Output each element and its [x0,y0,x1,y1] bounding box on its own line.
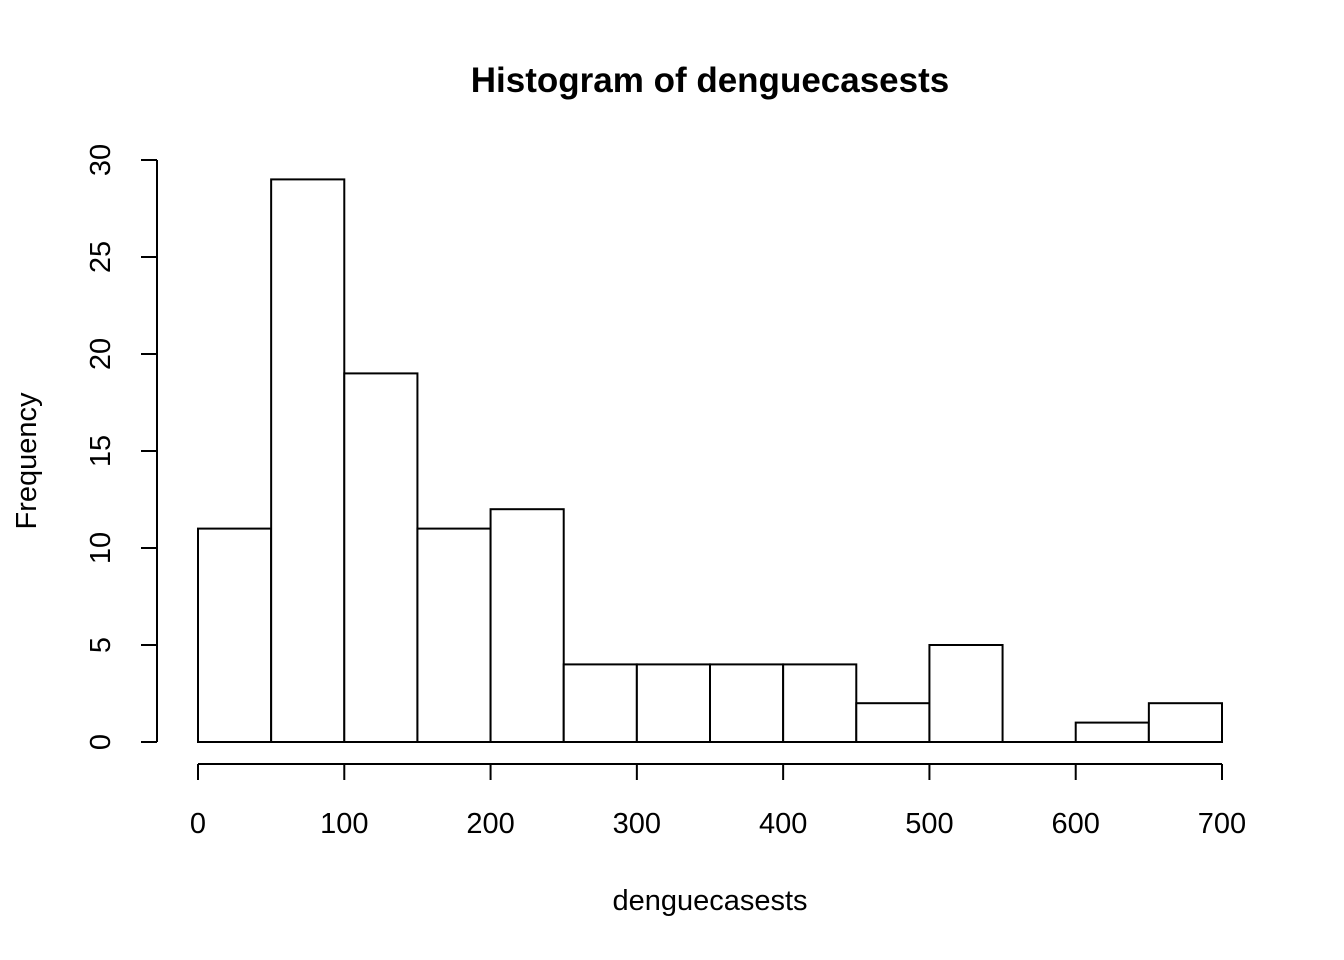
x-axis: 0 100 200 300 400 500 600 700 [190,763,1246,840]
x-tick-label: 200 [466,808,514,840]
y-tick-label: 30 [85,144,117,176]
histogram-bar [343,372,419,743]
x-tick-label: 0 [190,808,206,840]
y-axis: 0 5 10 15 20 25 30 [85,144,158,750]
histogram-bar [928,644,1004,743]
histogram-bar [562,663,638,744]
y-tick-label: 5 [85,637,117,653]
histogram-bar [1147,702,1224,744]
y-axis-label: Frequency [11,392,43,530]
histogram-bar [1074,721,1150,743]
x-tick-label: 100 [320,808,368,840]
y-tick-label: 20 [85,338,117,370]
x-tick-label: 700 [1198,808,1246,840]
histogram-bar [635,663,711,744]
y-tick-label: 10 [85,532,117,564]
x-tick-label: 600 [1052,808,1100,840]
y-tick-label: 0 [85,734,117,750]
x-tick-label: 300 [613,808,661,840]
histogram-bar [489,508,565,744]
histogram-bar [197,527,273,743]
histogram-bar [709,663,785,744]
histogram-bar [416,527,492,743]
x-tick-label: 500 [905,808,953,840]
histogram-bar [855,702,931,744]
x-tick-label: 400 [759,808,807,840]
histogram-bar [782,663,858,744]
y-tick-label: 15 [85,435,117,467]
x-axis-label: denguecasests [612,885,807,917]
bars-group [197,178,1224,744]
y-tick-label: 25 [85,241,117,273]
chart-title: Histogram of denguecasests [471,61,949,100]
histogram-bar [270,178,346,743]
